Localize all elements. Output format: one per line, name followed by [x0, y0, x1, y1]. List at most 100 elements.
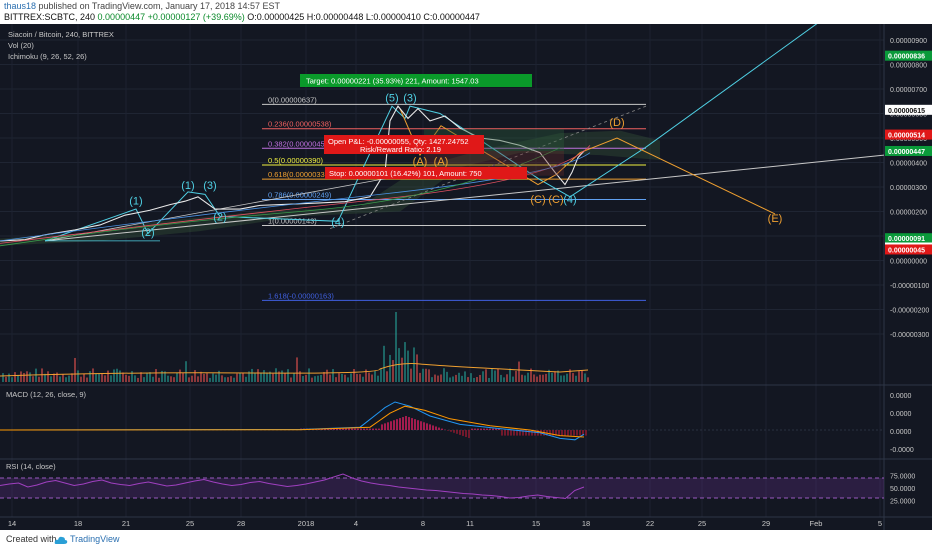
volume-bar — [71, 373, 73, 382]
volume-bar — [221, 375, 223, 382]
wave-label: (1) — [129, 196, 142, 208]
macd-histogram-bar — [429, 424, 431, 430]
volume-bar — [542, 374, 544, 382]
volume-bar — [389, 354, 391, 382]
macd-histogram-bar — [408, 417, 410, 430]
time-axis-label: 4 — [354, 519, 358, 528]
volume-bar — [317, 375, 319, 382]
tradingview-brand[interactable]: TradingView — [70, 534, 120, 544]
macd-signal-line — [0, 405, 585, 438]
wave-label: (A) — [434, 156, 449, 168]
volume-bar — [395, 312, 397, 382]
macd-histogram-bar — [582, 430, 584, 436]
volume-bar — [332, 369, 334, 382]
volume-bar — [209, 377, 211, 382]
macd-histogram-bar — [330, 428, 332, 430]
volume-bar — [5, 376, 7, 382]
price-axis-label: -0.00000200 — [890, 308, 929, 315]
volume-bar — [404, 342, 406, 382]
publication-header: thaus18 published on TradingView.com, Ja… — [0, 0, 932, 24]
rsi-axis-label: 50.0000 — [890, 486, 915, 493]
volume-bar — [566, 373, 568, 382]
volume-bar — [479, 374, 481, 382]
chart-area[interactable]: 0(0.00000637) 0.236(0.00000538) 0.382(0.00… — [0, 0, 932, 530]
time-axis-label: 8 — [421, 519, 425, 528]
volume-bar — [8, 373, 10, 382]
volume-bar — [383, 345, 385, 382]
fib-level-label: 0.786(0.00000249) — [268, 190, 332, 199]
macd-histogram-bar — [393, 420, 395, 430]
price-tag-bg — [885, 104, 932, 115]
macd-line — [0, 401, 585, 441]
wave-label: (A) — [413, 156, 428, 168]
volume-bar — [230, 376, 232, 382]
volume-bar — [26, 371, 28, 382]
volume-bar — [11, 377, 13, 382]
volume-bar — [365, 369, 367, 382]
wave-label: (4) — [563, 194, 576, 206]
volume-bar — [278, 371, 280, 382]
volume-bar — [215, 374, 217, 382]
risk-reward-label: Risk/Reward Ratio: 2.19 — [360, 145, 441, 154]
time-axis-label: 18 — [582, 519, 590, 528]
macd-histogram-bar — [459, 430, 461, 435]
volume-bar — [386, 371, 388, 382]
volume-bar — [455, 374, 457, 382]
ichimoku-cloud — [0, 130, 660, 246]
volume-bar — [368, 372, 370, 382]
time-axis-label: 25 — [698, 519, 706, 528]
volume-bar — [110, 375, 112, 382]
volume-bar — [425, 368, 427, 382]
volume-bar — [536, 376, 538, 382]
volume-bar — [329, 374, 331, 382]
volume-bar — [254, 373, 256, 382]
volume-bar — [98, 373, 100, 382]
macd-histogram-bar — [579, 430, 581, 436]
macd-histogram-bar — [570, 430, 572, 436]
macd-label: MACD (12, 26, close, 9) — [6, 390, 87, 399]
wave-label: (3) — [203, 180, 216, 192]
volume-bar — [305, 374, 307, 382]
macd-histogram-bar — [474, 428, 476, 430]
macd-histogram-bar — [462, 430, 464, 436]
volume-bar — [356, 373, 358, 382]
macd-histogram-bar — [471, 428, 473, 430]
volume-bar — [296, 357, 298, 382]
author-link[interactable]: thaus18 — [4, 1, 37, 11]
macd-histogram-bar — [492, 428, 494, 430]
wave-label: (2) — [213, 211, 226, 223]
volume-bar — [164, 371, 166, 382]
macd-histogram-bar — [534, 430, 536, 436]
legend-ichimoku: Ichimoku (9, 26, 52, 26) — [8, 52, 87, 61]
macd-histogram-bar — [558, 430, 560, 436]
volume-bar — [512, 376, 514, 382]
volume-bar — [44, 373, 46, 382]
volume-bar — [398, 348, 400, 382]
volume-bar — [572, 373, 574, 382]
chart-canvas[interactable]: 0(0.00000637) 0.236(0.00000538) 0.382(0.00… — [0, 0, 932, 530]
volume-bar — [407, 350, 409, 382]
macd-histogram-bar — [354, 428, 356, 430]
macd-histogram-bar — [456, 430, 458, 434]
macd-histogram-bar — [516, 430, 518, 436]
volume-bar — [371, 374, 373, 382]
fib-level-label: 1(0.00000143) — [268, 216, 317, 225]
macd-histogram-bar — [375, 428, 377, 430]
volume-bar — [521, 374, 523, 382]
price-tag: 0.00000447 — [888, 149, 925, 156]
macd-histogram-bar — [369, 428, 371, 430]
volume-bar — [587, 377, 589, 382]
trendline — [44, 171, 421, 242]
volume-bar — [104, 375, 106, 382]
macd-histogram-bar — [468, 430, 470, 439]
created-with-text: Created with — [6, 534, 57, 544]
volume-bar — [410, 368, 412, 382]
tenkan-line — [0, 152, 591, 242]
macd-axis-label: 0.0000 — [890, 393, 912, 400]
open-pl-label-bg — [324, 135, 484, 154]
volume-bar — [458, 372, 460, 382]
macd-histogram-bar — [396, 419, 398, 430]
macd-histogram-bar — [438, 427, 440, 430]
volume-bar — [86, 377, 88, 382]
macd-histogram-bar — [561, 430, 563, 436]
